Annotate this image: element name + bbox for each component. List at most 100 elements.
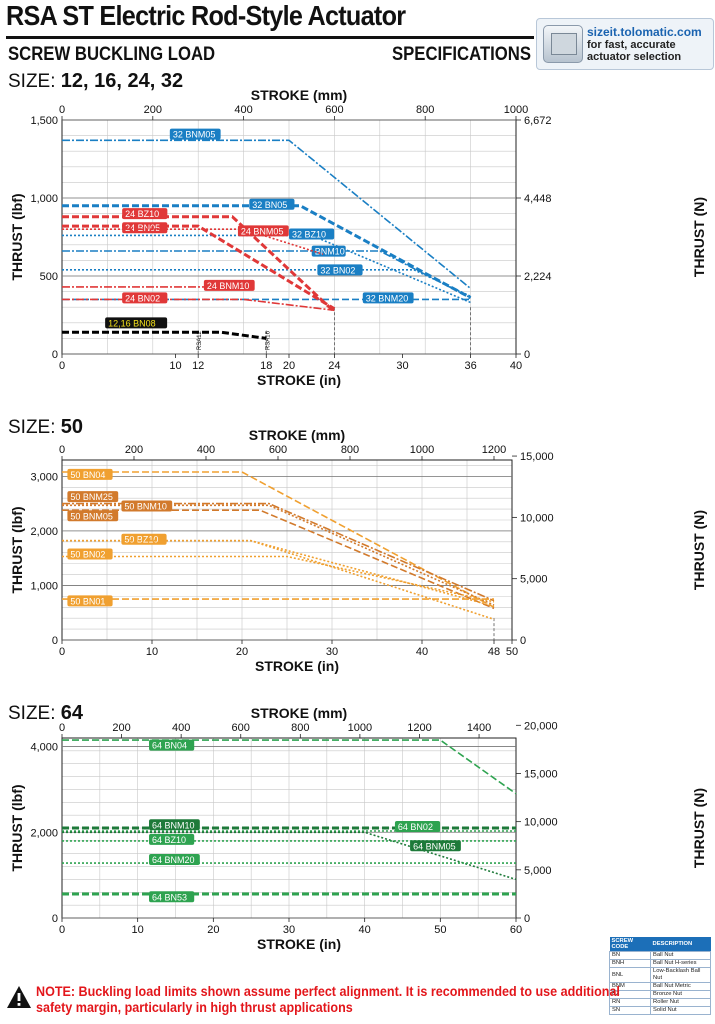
series-label-text: 32 BN02: [320, 265, 355, 275]
x2-tick-label: 400: [234, 104, 252, 116]
series-label-text: 50 BN01: [70, 596, 105, 606]
series-line: [62, 539, 495, 621]
sizeit-line2: actuator selection: [587, 51, 682, 63]
x-tick-label: 12: [192, 360, 204, 372]
sizeit-tagline: for fast, accurate actuator selection: [587, 39, 681, 63]
sizeit-line1: for fast, accurate: [587, 39, 676, 51]
series-label-box: [317, 264, 363, 276]
size-label-3: SIZE: 64: [8, 702, 83, 725]
series-label-box: [149, 819, 200, 831]
legend-row: BNL Low-Backlash Ball Nut: [608, 967, 711, 983]
x2-tick-label: 0: [59, 444, 65, 456]
series-label: 64 BZ10: [149, 833, 195, 845]
x-tick-label: 10: [132, 924, 144, 936]
series-label: 50 BN02: [67, 548, 113, 560]
x-tick-label: 20: [207, 924, 219, 936]
y2-tick-label: 0: [520, 635, 526, 647]
series-label-text: 64 BNM05: [413, 841, 456, 851]
series-label: 64 BN04: [149, 739, 195, 751]
x2-tick-label: 1200: [482, 444, 506, 456]
series-label: 64 BNM10: [149, 819, 200, 831]
series-label-text: 64 BN04: [152, 741, 187, 751]
legend-description: Ball Nut Metric: [650, 982, 711, 991]
series-label-box: [149, 739, 195, 751]
legend-row: SN Solid Nut: [608, 1006, 711, 1015]
series-label: 24 BNM10: [203, 279, 255, 291]
x-tick-label: 60: [510, 924, 522, 936]
y2-tick-label: 15,000: [524, 768, 558, 780]
legend-row: BN Ball Nut: [608, 951, 711, 960]
series-label: 64 BN02: [394, 821, 441, 832]
series-label-box: [122, 292, 168, 304]
size-value: 64: [60, 702, 84, 724]
series-label-box: [149, 891, 195, 903]
x2-tick-label: 800: [291, 722, 309, 734]
series-line: [62, 139, 472, 290]
y2-tick-label: 5,000: [524, 865, 552, 877]
y-tick-label: 4,000: [30, 742, 58, 754]
series-label-box: [67, 510, 119, 522]
legend-code: BNH: [608, 959, 652, 968]
series-label: 64 BNM20: [149, 854, 200, 865]
x2-tick-label: 400: [172, 722, 190, 734]
series-label-box: [67, 468, 113, 480]
y2-tick-label: 20,000: [524, 720, 558, 732]
screw-code-legend: SCREW CODE DESCRIPTION BN Ball Nut BNH Ball…: [608, 937, 711, 1015]
safety-note: NOTE: Buckling load limits shown assume …: [36, 984, 620, 1015]
series-label: 64 BN53: [149, 891, 195, 903]
y-tick-label: 500: [40, 271, 58, 283]
x2-axis-title: STROKE (mm): [251, 705, 347, 721]
series-label-box: [67, 491, 119, 503]
series-label-text: 50 BZ10: [124, 535, 158, 545]
x2-tick-label: 600: [269, 444, 287, 456]
x2-tick-label: 1000: [504, 104, 528, 116]
series-label-text: 12,16 BN08: [108, 318, 156, 328]
x2-tick-label: 400: [197, 444, 215, 456]
warning-icon: [7, 986, 31, 1008]
legend-description: Solid Nut: [650, 1006, 711, 1015]
legend-code: BN: [608, 951, 652, 960]
x-tick-label: 20: [283, 360, 295, 372]
x-tick-label: 40: [359, 924, 371, 936]
series-label-box: [67, 548, 113, 560]
stroke-marker-label: RSA12: [197, 330, 203, 350]
legend-header-code: SCREW CODE: [609, 937, 651, 952]
series-label-box: [122, 222, 168, 234]
x-tick-label: 40: [510, 360, 522, 372]
series-label-text: 50 BN02: [70, 549, 105, 559]
y2-tick-label: 5,000: [520, 574, 548, 586]
size-prefix: SIZE:: [8, 703, 56, 724]
series-label-text: 50 BN04: [70, 470, 105, 480]
legend-description: Ball Nut H-series: [650, 959, 711, 968]
series-label: 50 BNM25: [67, 491, 119, 503]
size-label-1: SIZE: 12, 16, 24, 32: [8, 70, 183, 93]
x2-tick-label: 600: [232, 722, 250, 734]
sizeit-banner[interactable]: sizeit.tolomatic.com for fast, accurate a…: [536, 18, 714, 70]
series-label-box: [169, 128, 221, 140]
y-tick-label: 0: [52, 349, 58, 361]
series-label-text: 24 BNM10: [207, 281, 250, 291]
y2-tick-label: 10,000: [524, 817, 558, 829]
sizeit-url[interactable]: sizeit.tolomatic.com: [587, 25, 702, 39]
series-label-box: [237, 225, 289, 237]
y-tick-label: 1,500: [30, 115, 58, 127]
legend-code: BNL: [608, 967, 652, 983]
series-label: 24 BN05: [122, 222, 168, 234]
series-label-box: [105, 317, 168, 329]
legend-code: SN: [608, 1006, 652, 1015]
series-line: [62, 224, 336, 311]
legend-header-description: DESCRIPTION: [650, 937, 711, 952]
series-line: [62, 555, 495, 603]
y2-axis-title: THRUST (N): [691, 197, 707, 277]
x-tick-label: 0: [59, 646, 65, 658]
x2-tick-label: 800: [416, 104, 434, 116]
series-label: 24 BZ10: [122, 208, 168, 220]
page-title: RSA ST Electric Rod-Style Actuator: [6, 0, 406, 31]
y-tick-label: 0: [52, 913, 58, 925]
series-label-text: 64 BN53: [152, 892, 187, 902]
series-label-text: 32 BNM20: [366, 293, 409, 303]
y2-axis-title: THRUST (N): [691, 510, 707, 590]
specifications-heading: SPECIFICATIONS: [392, 44, 532, 65]
